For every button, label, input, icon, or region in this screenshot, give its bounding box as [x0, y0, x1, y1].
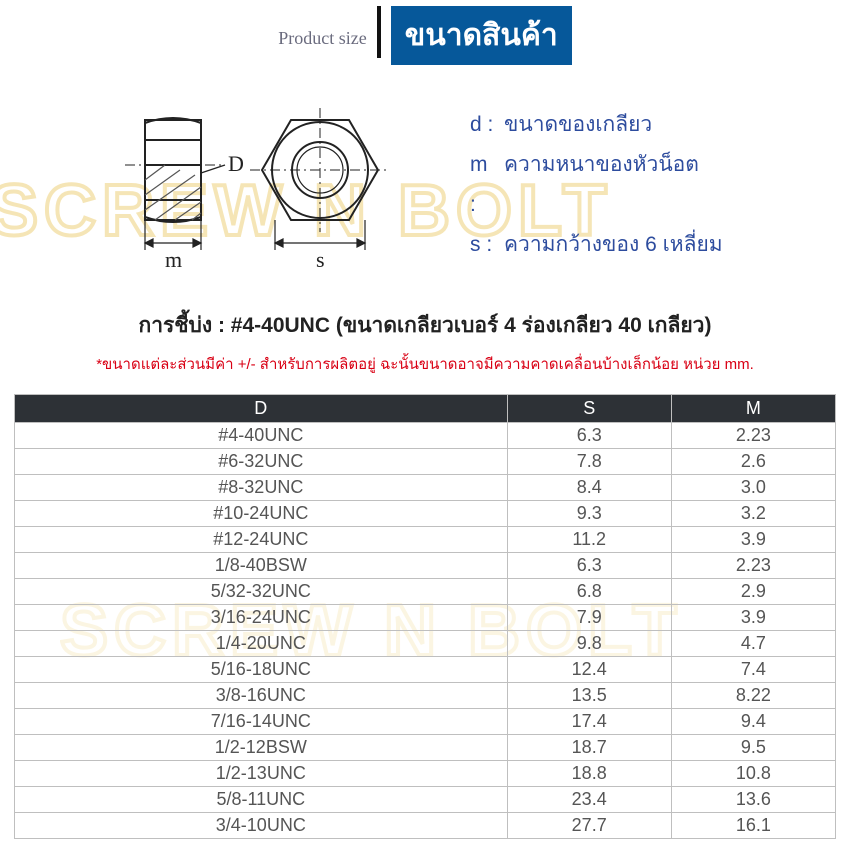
legend-m-key: m : — [470, 145, 496, 225]
cell-s: 6.3 — [507, 423, 671, 449]
cell-d: 1/4-20UNC — [15, 631, 508, 657]
cell-d: #6-32UNC — [15, 449, 508, 475]
cell-d: 5/32-32UNC — [15, 579, 508, 605]
diagram-label-d: D — [228, 151, 244, 176]
table-row: 1/2-13UNC18.810.8 — [15, 761, 836, 787]
cell-d: 3/8-16UNC — [15, 683, 508, 709]
table-row: #6-32UNC7.82.6 — [15, 449, 836, 475]
cell-s: 7.9 — [507, 605, 671, 631]
legend-m-label: ความหนาของหัวน็อต — [504, 145, 699, 225]
cell-s: 6.8 — [507, 579, 671, 605]
cell-s: 11.2 — [507, 527, 671, 553]
legend-s-key: s : — [470, 225, 496, 265]
cell-d: #4-40UNC — [15, 423, 508, 449]
legend-s: s : ความกว้างของ 6 เหลี่ยม — [470, 225, 723, 265]
table-row: 5/32-32UNC6.82.9 — [15, 579, 836, 605]
cell-m: 2.9 — [671, 579, 835, 605]
table-row: 7/16-14UNC17.49.4 — [15, 709, 836, 735]
cell-m: 3.9 — [671, 605, 835, 631]
cell-m: 4.7 — [671, 631, 835, 657]
cell-m: 8.22 — [671, 683, 835, 709]
cell-s: 18.7 — [507, 735, 671, 761]
legend-s-label: ความกว้างของ 6 เหลี่ยม — [504, 225, 723, 265]
identify-line: การชี้บ่ง : #4-40UNC (ขนาดเกลียวเบอร์ 4 … — [0, 309, 850, 342]
cell-d: 1/8-40BSW — [15, 553, 508, 579]
table-row: 5/16-18UNC12.47.4 — [15, 657, 836, 683]
cell-d: #12-24UNC — [15, 527, 508, 553]
cell-m: 10.8 — [671, 761, 835, 787]
cell-s: 9.3 — [507, 501, 671, 527]
header: Product size ขนาดสินค้า — [0, 0, 850, 65]
cell-d: 5/16-18UNC — [15, 657, 508, 683]
legend-d-key: d : — [470, 105, 496, 145]
table-row: 1/2-12BSW18.79.5 — [15, 735, 836, 761]
cell-d: #8-32UNC — [15, 475, 508, 501]
table-row: 3/4-10UNC27.716.1 — [15, 813, 836, 839]
cell-m: 3.0 — [671, 475, 835, 501]
cell-s: 27.7 — [507, 813, 671, 839]
cell-d: 1/2-13UNC — [15, 761, 508, 787]
table-row: 1/8-40BSW6.32.23 — [15, 553, 836, 579]
cell-s: 8.4 — [507, 475, 671, 501]
title-badge: ขนาดสินค้า — [391, 6, 572, 65]
th-s: S — [507, 395, 671, 423]
diagram-label-s: s — [316, 247, 325, 272]
cell-m: 3.9 — [671, 527, 835, 553]
cell-s: 7.8 — [507, 449, 671, 475]
cell-s: 13.5 — [507, 683, 671, 709]
cell-s: 9.8 — [507, 631, 671, 657]
nut-diagram: D m — [110, 95, 410, 275]
cell-s: 17.4 — [507, 709, 671, 735]
table-header-row: D S M — [15, 395, 836, 423]
product-size-label: Product size — [278, 6, 366, 49]
legend: d : ขนาดของเกลียว m : ความหนาของหัวน็อต … — [460, 105, 723, 265]
header-divider — [377, 6, 381, 58]
table-row: #12-24UNC11.23.9 — [15, 527, 836, 553]
note-line: *ขนาดแต่ละส่วนมีค่า +/- สำหรับการผลิตอยู… — [0, 352, 850, 376]
table-row: 5/8-11UNC23.413.6 — [15, 787, 836, 813]
cell-m: 13.6 — [671, 787, 835, 813]
cell-s: 12.4 — [507, 657, 671, 683]
th-m: M — [671, 395, 835, 423]
cell-m: 16.1 — [671, 813, 835, 839]
legend-d-label: ขนาดของเกลียว — [504, 105, 652, 145]
cell-m: 7.4 — [671, 657, 835, 683]
table-row: 3/16-24UNC7.93.9 — [15, 605, 836, 631]
cell-d: 7/16-14UNC — [15, 709, 508, 735]
table-row: 3/8-16UNC13.58.22 — [15, 683, 836, 709]
table-row: #8-32UNC8.43.0 — [15, 475, 836, 501]
table-row: 1/4-20UNC9.84.7 — [15, 631, 836, 657]
cell-m: 9.5 — [671, 735, 835, 761]
diagram-label-m: m — [165, 247, 182, 272]
cell-s: 6.3 — [507, 553, 671, 579]
cell-d: 5/8-11UNC — [15, 787, 508, 813]
cell-m: 2.23 — [671, 423, 835, 449]
cell-m: 9.4 — [671, 709, 835, 735]
cell-m: 2.23 — [671, 553, 835, 579]
table-row: #10-24UNC9.33.2 — [15, 501, 836, 527]
th-d: D — [15, 395, 508, 423]
size-table: D S M #4-40UNC6.32.23#6-32UNC7.82.6#8-32… — [14, 394, 836, 839]
legend-m: m : ความหนาของหัวน็อต — [470, 145, 723, 225]
cell-m: 2.6 — [671, 449, 835, 475]
cell-d: #10-24UNC — [15, 501, 508, 527]
table-row: #4-40UNC6.32.23 — [15, 423, 836, 449]
legend-d: d : ขนาดของเกลียว — [470, 105, 723, 145]
cell-s: 23.4 — [507, 787, 671, 813]
cell-d: 3/4-10UNC — [15, 813, 508, 839]
cell-m: 3.2 — [671, 501, 835, 527]
cell-d: 3/16-24UNC — [15, 605, 508, 631]
cell-s: 18.8 — [507, 761, 671, 787]
cell-d: 1/2-12BSW — [15, 735, 508, 761]
diagram-row: D m — [0, 95, 850, 275]
